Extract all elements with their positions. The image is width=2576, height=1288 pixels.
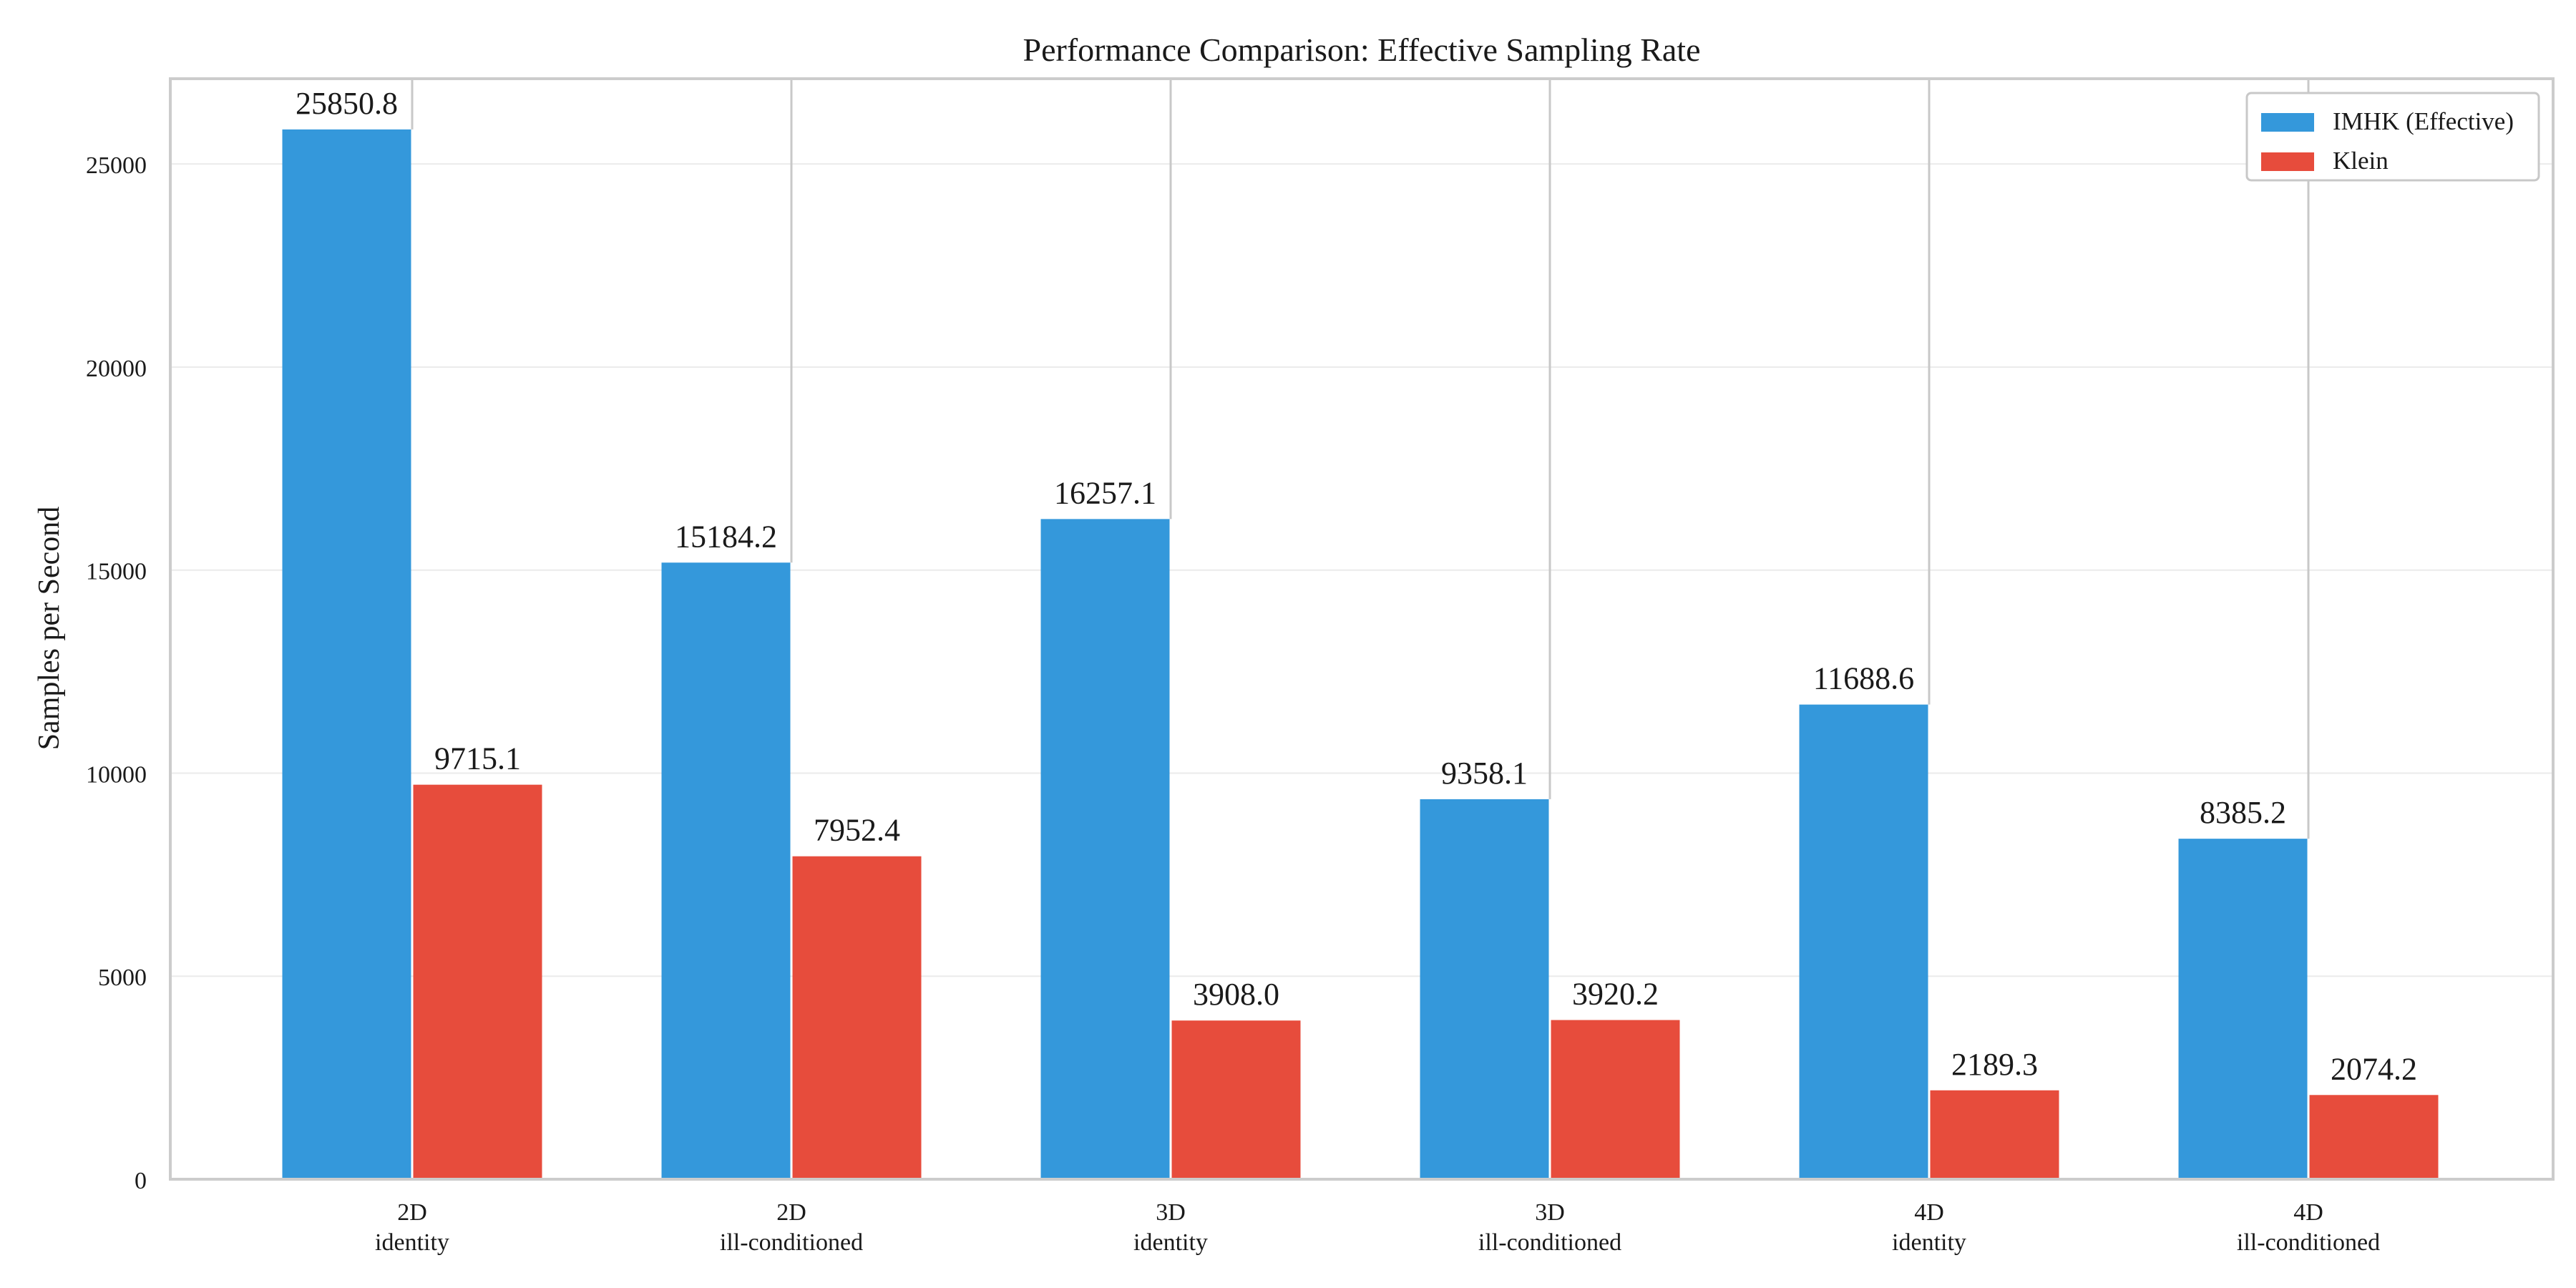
- bar: [1930, 1090, 2059, 1179]
- bar-value-label: 7952.4: [814, 813, 900, 848]
- bar-value-label: 2189.3: [1951, 1047, 2038, 1082]
- value-labels: 25850.8 9715.1 15184.2 7952.4 16257.1 3908.0 9…: [296, 86, 2417, 1086]
- bars: [282, 129, 2439, 1180]
- x-tick-label: 2D: [776, 1199, 806, 1226]
- bar-value-label: 8385.2: [2200, 795, 2286, 830]
- bar: [2309, 1095, 2439, 1179]
- legend: IMHK (Effective) Klein: [2245, 92, 2540, 182]
- x-tick-label: 3D: [1535, 1199, 1565, 1226]
- bar-value-label: 11688.6: [1813, 661, 1914, 696]
- bar: [282, 129, 411, 1180]
- bar: [2178, 839, 2308, 1179]
- legend-box: [2245, 92, 2540, 182]
- x-tick-label: 4D: [2293, 1199, 2323, 1226]
- x-tick-label: ill-conditioned: [1478, 1229, 1621, 1256]
- bar: [1420, 799, 1549, 1179]
- plot-frame: [169, 77, 2555, 1181]
- x-tick-label: identity: [1892, 1229, 1966, 1256]
- y-tick-label: 5000: [98, 965, 147, 991]
- bar-value-label: 3908.0: [1193, 977, 1279, 1012]
- legend-swatch: [2261, 113, 2314, 132]
- x-tick-label: 3D: [1156, 1199, 1186, 1226]
- bar-value-label: 16257.1: [1054, 475, 1156, 510]
- bar: [1171, 1020, 1301, 1179]
- legend-label: Klein: [2333, 147, 2389, 175]
- x-tick-label: identity: [375, 1229, 449, 1256]
- x-tick-label: ill-conditioned: [720, 1229, 863, 1256]
- y-axis-label: Samples per Second: [33, 507, 66, 751]
- bar: [1799, 704, 1928, 1179]
- chart-title: Performance Comparison: Effective Sampli…: [1023, 31, 1701, 68]
- bar: [1040, 519, 1170, 1179]
- x-tick-label: 2D: [397, 1199, 427, 1226]
- y-tick-label: 0: [135, 1168, 147, 1194]
- bar-connector-lines: [411, 79, 2310, 839]
- bar: [1551, 1020, 1680, 1179]
- bar: [413, 784, 542, 1179]
- x-tick-label: 4D: [1914, 1199, 1944, 1226]
- y-tick-labels: 0 5000 10000 15000 20000 25000: [86, 152, 147, 1194]
- bar-value-label: 2074.2: [2331, 1051, 2417, 1086]
- bar-value-label: 9358.1: [1441, 756, 1528, 791]
- x-tick-labels: 2D identity 2D ill-conditioned 3D identity 3D i…: [375, 1199, 2380, 1256]
- bar-value-label: 25850.8: [296, 86, 398, 121]
- y-tick-label: 15000: [86, 559, 147, 585]
- x-tick-label: identity: [1133, 1229, 1208, 1256]
- bar: [792, 856, 922, 1179]
- bar-value-label: 15184.2: [675, 519, 777, 554]
- bar: [661, 562, 791, 1179]
- legend-label: IMHK (Effective): [2333, 107, 2514, 135]
- y-tick-label: 10000: [86, 761, 147, 788]
- x-tick-label: ill-conditioned: [2237, 1229, 2380, 1256]
- y-tick-label: 25000: [86, 152, 147, 179]
- bar-value-label: 9715.1: [434, 741, 521, 776]
- y-tick-label: 20000: [86, 356, 147, 382]
- bar-value-label: 3920.2: [1572, 977, 1659, 1012]
- legend-swatch: [2261, 152, 2314, 171]
